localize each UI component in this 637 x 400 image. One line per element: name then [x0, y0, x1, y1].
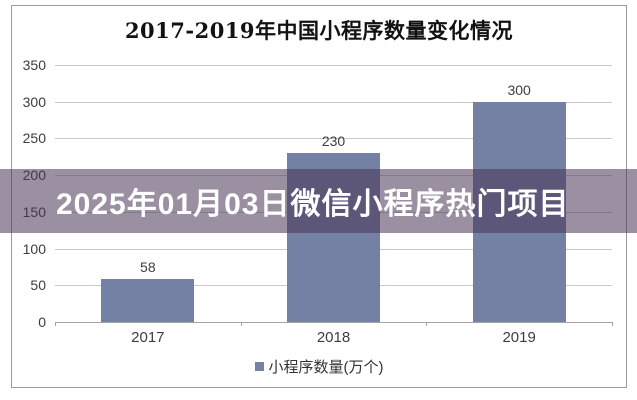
gridline-250 — [55, 138, 612, 140]
y-tick-label-300: 300 — [22, 93, 46, 110]
bar-2017 — [101, 279, 195, 322]
x-axis-tick — [612, 322, 613, 326]
legend: 小程序数量(万个) — [11, 356, 627, 377]
chart-title: 2017-2019年中国小程序数量变化情况 — [124, 18, 514, 43]
watermark-text: 2025年01月03日微信小程序热门项目 — [56, 188, 570, 221]
bar-value-label-2019: 300 — [507, 81, 531, 98]
y-tick-label-350: 350 — [22, 57, 46, 73]
watermark-banner: 2025年01月03日微信小程序热门项目 — [0, 169, 637, 233]
y-tick-label-250: 250 — [22, 130, 46, 147]
x-axis-line — [55, 322, 612, 323]
y-tick-label-50: 50 — [30, 277, 46, 294]
x-axis-tick — [240, 322, 242, 326]
bar-value-label-2017: 58 — [140, 259, 156, 276]
y-tick-label-100: 100 — [22, 240, 46, 257]
x-axis-tick — [426, 322, 428, 326]
y-tick-label-0: 0 — [38, 314, 46, 330]
bar-value-label-2018: 230 — [321, 133, 346, 150]
x-tick-label-2019: 2019 — [502, 329, 536, 346]
gridline-300 — [55, 101, 612, 103]
x-axis-tick — [55, 322, 56, 326]
legend-marker-icon — [254, 362, 264, 371]
gridline-350 — [55, 65, 612, 66]
x-tick-label-2017: 2017 — [131, 329, 165, 346]
x-tick-label-2018: 2018 — [316, 329, 351, 346]
legend-label: 小程序数量(万个) — [268, 359, 384, 376]
